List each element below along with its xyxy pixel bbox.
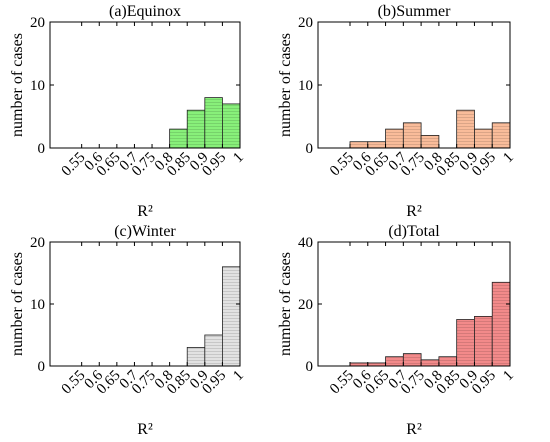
y-tick-label: 20 (298, 297, 313, 313)
bar (169, 128, 188, 149)
y-tick-label: 40 (298, 235, 313, 251)
bar (456, 319, 475, 367)
x-tick-label: 1 (500, 150, 517, 167)
y-tick-label: 0 (306, 141, 314, 157)
y-tick-label: 0 (38, 141, 46, 157)
bar (402, 122, 422, 149)
panel-title: (b)Summer (378, 3, 452, 20)
y-tick-label: 0 (306, 359, 314, 375)
panel-title: (d)Total (388, 223, 440, 240)
y-axis-label: number of cases (9, 252, 26, 356)
bar (491, 122, 511, 149)
bar (402, 353, 422, 367)
bar (420, 359, 440, 367)
y-axis-label: number of cases (9, 33, 26, 137)
bar (438, 356, 458, 367)
bar (456, 109, 475, 149)
y-tick-label: 10 (298, 78, 313, 94)
x-axis-label: R² (406, 203, 422, 220)
bar (420, 134, 440, 149)
x-tick-label: 1 (500, 368, 517, 385)
panel-title: (c)Winter (114, 223, 176, 240)
y-axis-label: number of cases (277, 33, 294, 137)
y-tick-label: 20 (30, 15, 45, 31)
x-tick-label: 1 (230, 368, 247, 385)
bar (186, 109, 206, 149)
bar (204, 97, 223, 149)
panel-title: (a)Equinox (109, 3, 181, 20)
y-axis-label: number of cases (277, 252, 294, 356)
bar (491, 281, 511, 367)
bar (222, 266, 241, 367)
y-tick-label: 10 (30, 297, 45, 313)
bar (222, 103, 241, 149)
bar (385, 356, 404, 367)
bar (474, 128, 493, 149)
y-tick-label: 20 (30, 235, 45, 251)
y-tick-label: 0 (38, 359, 46, 375)
x-tick-label: 1 (230, 150, 247, 167)
bar (385, 128, 404, 149)
bar (186, 346, 206, 367)
bar (349, 141, 369, 149)
y-tick-label: 20 (298, 15, 313, 31)
x-axis-label: R² (137, 421, 153, 438)
bar (204, 334, 223, 367)
x-axis-label: R² (137, 203, 153, 220)
bar (474, 315, 493, 367)
x-axis-label: R² (406, 421, 422, 438)
y-tick-label: 10 (30, 78, 45, 94)
bar (367, 141, 386, 149)
